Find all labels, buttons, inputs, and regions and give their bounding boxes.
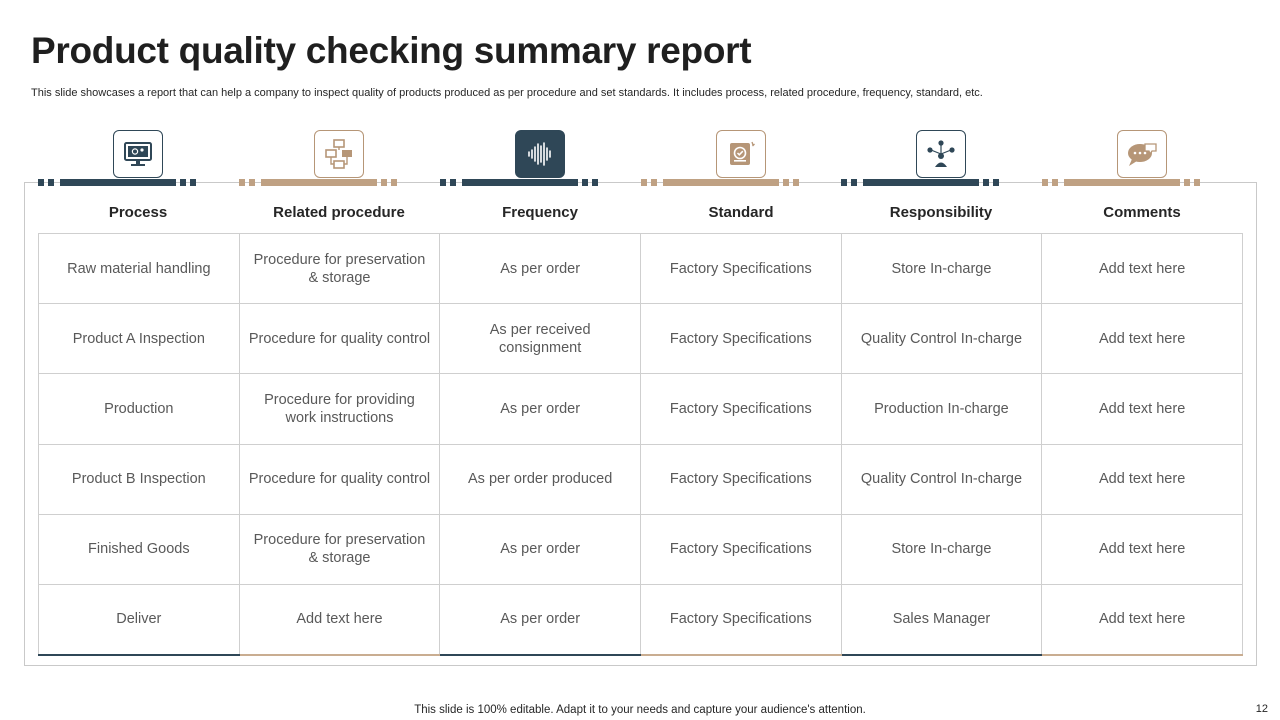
column-cap-related-procedure [239, 130, 439, 188]
table-cell: Add text here [1041, 443, 1243, 515]
table-cell: As per received consignment [439, 303, 641, 375]
column-header-standard: Standard [708, 204, 774, 221]
page-subtitle: This slide showcases a report that can h… [31, 87, 983, 99]
team-network-icon [916, 130, 966, 178]
column-header-frequency: Frequency [502, 204, 578, 221]
column-cap-responsibility [841, 130, 1041, 188]
table-cell: Product A Inspection [38, 303, 240, 375]
table-cell: Quality Control In-charge [840, 443, 1043, 515]
footer-note: This slide is 100% editable. Adapt it to… [414, 704, 866, 716]
speech-bubble-icon [1117, 130, 1167, 178]
table-row: Raw material handling Procedure for pres… [38, 232, 1243, 305]
table-cell: Add text here [1041, 513, 1243, 585]
summary-table: Raw material handling Procedure for pres… [38, 232, 1243, 656]
column-header-comments: Comments [1103, 204, 1181, 221]
table-cell: Add text here [1041, 373, 1243, 445]
table-row: Deliver Add text here As per order Facto… [38, 583, 1243, 656]
table-cell: As per order [439, 513, 641, 585]
table-cell: Add text here [1041, 303, 1243, 375]
page-number: 12 [1255, 703, 1268, 715]
column-cap-standard [641, 130, 841, 188]
table-cell: Add text here [1041, 583, 1243, 656]
table-row: Finished Goods Procedure for preservatio… [38, 513, 1243, 585]
quality-certificate-icon [716, 130, 766, 178]
column-header-responsibility: Responsibility [889, 204, 993, 221]
table-cell: As per order [439, 583, 641, 656]
page-title: Product quality checking summary report [31, 30, 752, 71]
column-cap-comments [1042, 130, 1242, 188]
table-cell: As per order [439, 232, 641, 305]
table-cell: Add text here [1041, 232, 1243, 305]
table-cell: Raw material handling [38, 232, 240, 305]
table-frame [24, 182, 1257, 666]
table-cell: Store In-charge [840, 232, 1043, 305]
table-cell: Procedure for preservation & storage [238, 232, 441, 305]
table-cell: Procedure for quality control [238, 443, 441, 515]
table-cell: Factory Specifications [639, 303, 842, 375]
table-row: Product B Inspection Procedure for quali… [38, 443, 1243, 515]
table-cell: Procedure for providing work instruction… [238, 373, 441, 445]
table-cell: Sales Manager [840, 583, 1043, 656]
table-cell: Add text here [238, 583, 441, 656]
table-cell: Factory Specifications [639, 513, 842, 585]
table-cell: Procedure for preservation & storage [238, 513, 441, 585]
table-cell: Quality Control In-charge [840, 303, 1043, 375]
table-cell: Factory Specifications [639, 583, 842, 656]
column-cap-frequency [440, 130, 640, 188]
table-cell: Factory Specifications [639, 373, 842, 445]
table-cell: As per order [439, 373, 641, 445]
table-row: Production Procedure for providing work … [38, 373, 1243, 445]
sound-wave-icon [515, 130, 565, 178]
table-cell: Production In-charge [840, 373, 1043, 445]
column-header-process: Process [108, 204, 168, 221]
flowchart-icon [314, 130, 364, 178]
table-row: Product A Inspection Procedure for quali… [38, 303, 1243, 375]
table-cell: Deliver [38, 583, 240, 656]
table-cell: Product B Inspection [38, 443, 240, 515]
table-cell: Store In-charge [840, 513, 1043, 585]
column-cap-process [38, 130, 238, 188]
column-header-related-procedure: Related procedure [273, 204, 405, 221]
table-cell: Finished Goods [38, 513, 240, 585]
table-cell: Factory Specifications [639, 232, 842, 305]
table-cell: Factory Specifications [639, 443, 842, 515]
table-cell: As per order produced [439, 443, 641, 515]
table-cell: Production [38, 373, 240, 445]
monitor-settings-icon [113, 130, 163, 178]
table-cell: Procedure for quality control [238, 303, 441, 375]
